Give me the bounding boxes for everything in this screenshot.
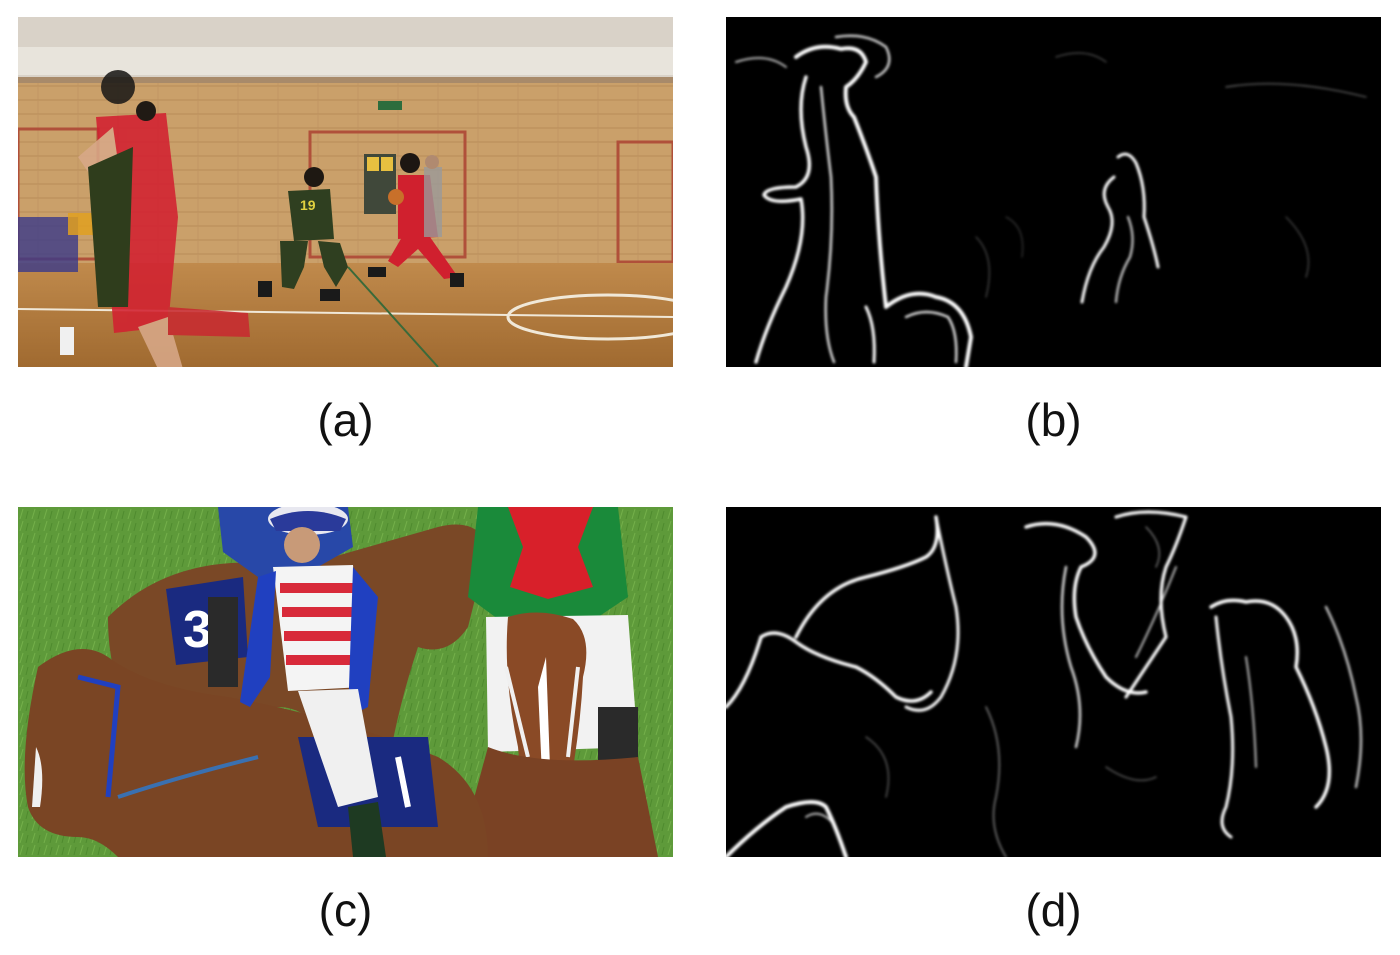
caption-b: (b) — [1025, 394, 1082, 446]
basketball-scene: 19 — [18, 17, 673, 367]
basketball — [388, 189, 404, 205]
horse-race-scene: 3 — [18, 507, 673, 857]
basketball-motion-map — [726, 17, 1381, 367]
caption-d: (d) — [1025, 884, 1082, 936]
svg-text:3: 3 — [183, 601, 212, 659]
door-right — [616, 140, 673, 264]
caption-c: (c) — [318, 884, 373, 936]
jockey-front-striped — [240, 507, 386, 857]
basketball-photo: 19 — [18, 17, 673, 367]
caption-a: (a) — [317, 394, 374, 446]
exit-sign — [378, 101, 402, 110]
player-green-19: 19 — [258, 167, 348, 301]
player-green-left — [60, 101, 156, 355]
horse-front-right — [458, 612, 658, 857]
horse-race-photo: 3 — [18, 507, 673, 857]
horse-race-edge-map — [726, 507, 1381, 857]
horse-race-motion-map — [726, 507, 1381, 857]
basketball-edge-map — [726, 17, 1381, 367]
svg-text:19: 19 — [300, 197, 316, 213]
